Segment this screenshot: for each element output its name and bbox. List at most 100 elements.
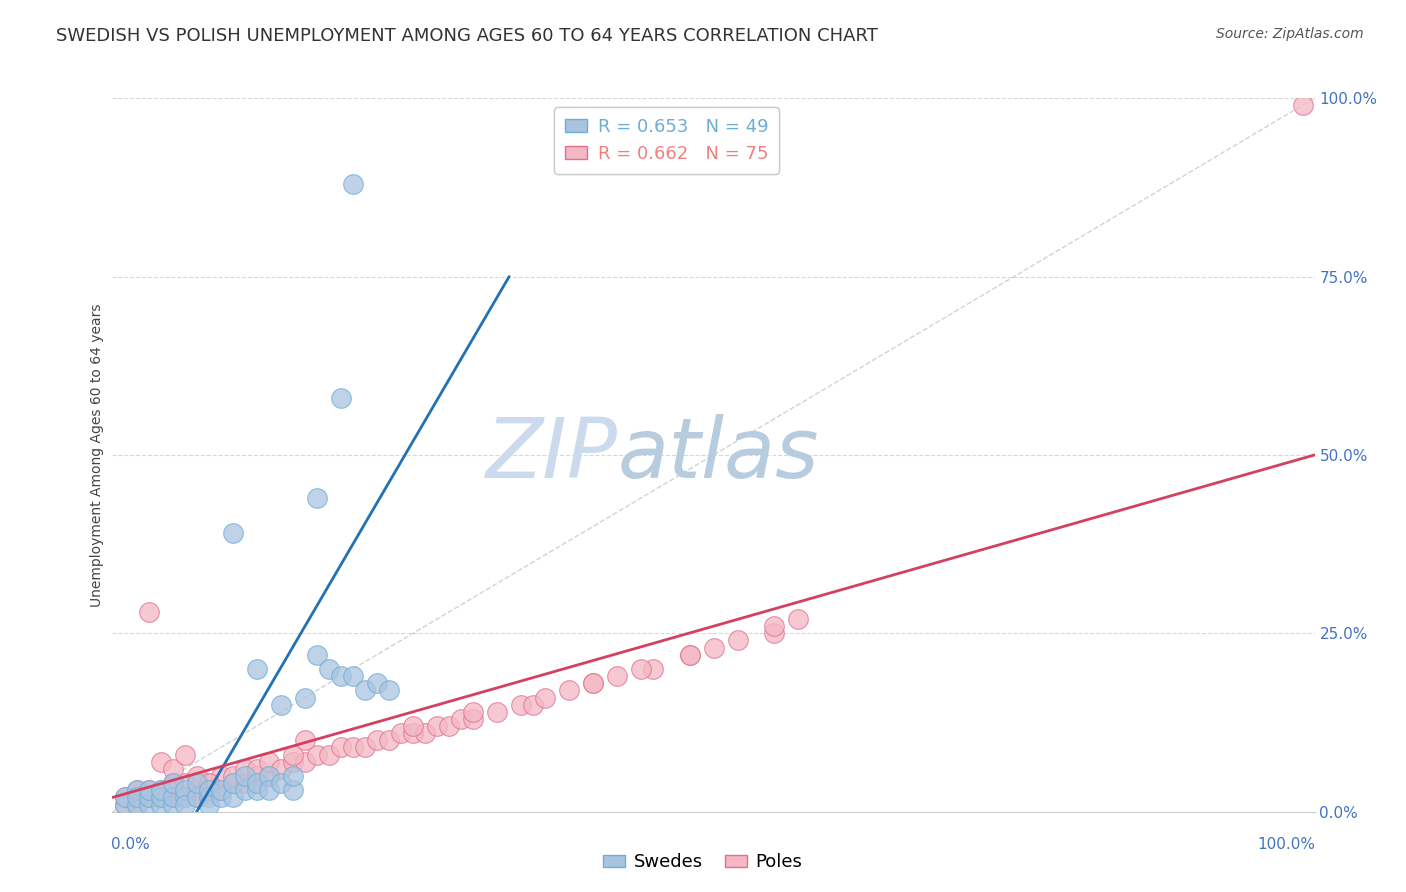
Legend: Swedes, Poles: Swedes, Poles: [596, 847, 810, 879]
Point: [510, 698, 533, 712]
Point: [281, 769, 304, 783]
Point: [149, 790, 172, 805]
Point: [173, 790, 195, 805]
Point: [257, 755, 280, 769]
Point: [270, 698, 292, 712]
Point: [294, 690, 316, 705]
Point: [138, 783, 160, 797]
Point: [162, 776, 184, 790]
Point: [702, 640, 725, 655]
Point: [186, 783, 208, 797]
Point: [162, 783, 184, 797]
Point: [318, 662, 340, 676]
Point: [461, 705, 484, 719]
Point: [366, 733, 388, 747]
Point: [437, 719, 460, 733]
Point: [342, 177, 364, 191]
Point: [1291, 98, 1313, 112]
Point: [222, 769, 245, 783]
Point: [197, 790, 219, 805]
Point: [173, 776, 195, 790]
Point: [342, 740, 364, 755]
Point: [173, 790, 195, 805]
Point: [186, 790, 208, 805]
Point: [354, 683, 377, 698]
Point: [149, 783, 172, 797]
Point: [173, 747, 195, 762]
Point: [678, 648, 700, 662]
Point: [233, 762, 256, 776]
Point: [222, 526, 245, 541]
Text: 100.0%: 100.0%: [1258, 837, 1316, 852]
Point: [643, 662, 665, 676]
Point: [197, 797, 219, 812]
Point: [209, 783, 232, 797]
Point: [186, 769, 208, 783]
Point: [233, 783, 256, 797]
Point: [582, 676, 605, 690]
Point: [138, 790, 160, 805]
Point: [209, 790, 232, 805]
Point: [186, 790, 208, 805]
Point: [402, 726, 425, 740]
Point: [197, 776, 219, 790]
Point: [413, 726, 436, 740]
Text: SWEDISH VS POLISH UNEMPLOYMENT AMONG AGES 60 TO 64 YEARS CORRELATION CHART: SWEDISH VS POLISH UNEMPLOYMENT AMONG AGE…: [56, 27, 879, 45]
Point: [305, 747, 328, 762]
Text: 0.0%: 0.0%: [111, 837, 150, 852]
Point: [270, 776, 292, 790]
Point: [630, 662, 652, 676]
Point: [281, 747, 304, 762]
Point: [329, 669, 352, 683]
Point: [342, 669, 364, 683]
Text: ZIP: ZIP: [485, 415, 617, 495]
Point: [257, 783, 280, 797]
Point: [461, 712, 484, 726]
Point: [246, 662, 269, 676]
Point: [125, 790, 148, 805]
Point: [378, 683, 401, 698]
Point: [257, 769, 280, 783]
Point: [197, 776, 219, 790]
Point: [558, 683, 581, 698]
Point: [246, 769, 269, 783]
Point: [138, 783, 160, 797]
Y-axis label: Unemployment Among Ages 60 to 64 years: Unemployment Among Ages 60 to 64 years: [90, 303, 104, 607]
Point: [209, 783, 232, 797]
Point: [378, 733, 401, 747]
Point: [222, 790, 245, 805]
Point: [138, 790, 160, 805]
Point: [366, 676, 388, 690]
Point: [294, 755, 316, 769]
Point: [305, 648, 328, 662]
Point: [246, 783, 269, 797]
Point: [125, 797, 148, 812]
Point: [149, 790, 172, 805]
Point: [486, 705, 509, 719]
Point: [114, 790, 136, 805]
Point: [727, 633, 749, 648]
Point: [138, 797, 160, 812]
Point: [450, 712, 472, 726]
Point: [678, 648, 700, 662]
Point: [209, 769, 232, 783]
Point: [329, 740, 352, 755]
Point: [149, 755, 172, 769]
Point: [246, 762, 269, 776]
Point: [233, 769, 256, 783]
Point: [426, 719, 449, 733]
Point: [305, 491, 328, 505]
Point: [281, 783, 304, 797]
Point: [389, 726, 412, 740]
Point: [257, 769, 280, 783]
Point: [173, 783, 195, 797]
Point: [354, 740, 377, 755]
Point: [162, 762, 184, 776]
Point: [233, 776, 256, 790]
Point: [534, 690, 557, 705]
Point: [582, 676, 605, 690]
Legend: R = 0.653   N = 49, R = 0.662   N = 75: R = 0.653 N = 49, R = 0.662 N = 75: [554, 107, 779, 174]
Text: Source: ZipAtlas.com: Source: ZipAtlas.com: [1216, 27, 1364, 41]
Point: [606, 669, 628, 683]
Point: [197, 783, 219, 797]
